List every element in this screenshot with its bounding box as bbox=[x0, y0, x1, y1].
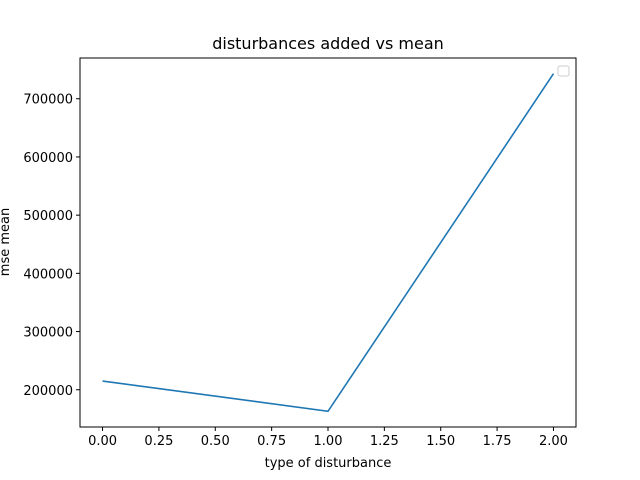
y-tick-label: 400000 bbox=[23, 267, 73, 282]
y-axis: 200000 300000 400000 500000 600000 700000 bbox=[23, 93, 80, 399]
y-tick-label: 200000 bbox=[23, 384, 73, 399]
x-axis-label: type of disturbance bbox=[265, 456, 392, 471]
legend-box bbox=[557, 65, 570, 77]
chart-title: disturbances added vs mean bbox=[212, 34, 444, 53]
x-tick-label: 1.75 bbox=[483, 434, 512, 449]
y-tick-label: 500000 bbox=[23, 209, 73, 224]
x-tick-label: 1.50 bbox=[426, 434, 455, 449]
x-tick-label: 1.00 bbox=[314, 434, 343, 449]
x-tick-label: 0.00 bbox=[88, 434, 117, 449]
y-tick-label: 300000 bbox=[23, 326, 73, 341]
series-layer bbox=[102, 73, 555, 413]
y-tick-label: 600000 bbox=[23, 151, 73, 166]
y-axis-label: mse mean bbox=[0, 208, 13, 276]
series-line bbox=[102, 73, 555, 413]
x-tick-label: 1.25 bbox=[370, 434, 399, 449]
x-tick-label: 0.50 bbox=[201, 434, 230, 449]
plot-area bbox=[79, 57, 577, 428]
y-tick-label: 700000 bbox=[23, 93, 73, 108]
x-tick-label: 0.25 bbox=[144, 434, 173, 449]
x-tick-label: 0.75 bbox=[257, 434, 286, 449]
x-axis: 0.00 0.25 0.50 0.75 1.00 1.25 1.50 1.75 2.00 bbox=[88, 427, 568, 449]
x-tick-label: 2.00 bbox=[539, 434, 568, 449]
